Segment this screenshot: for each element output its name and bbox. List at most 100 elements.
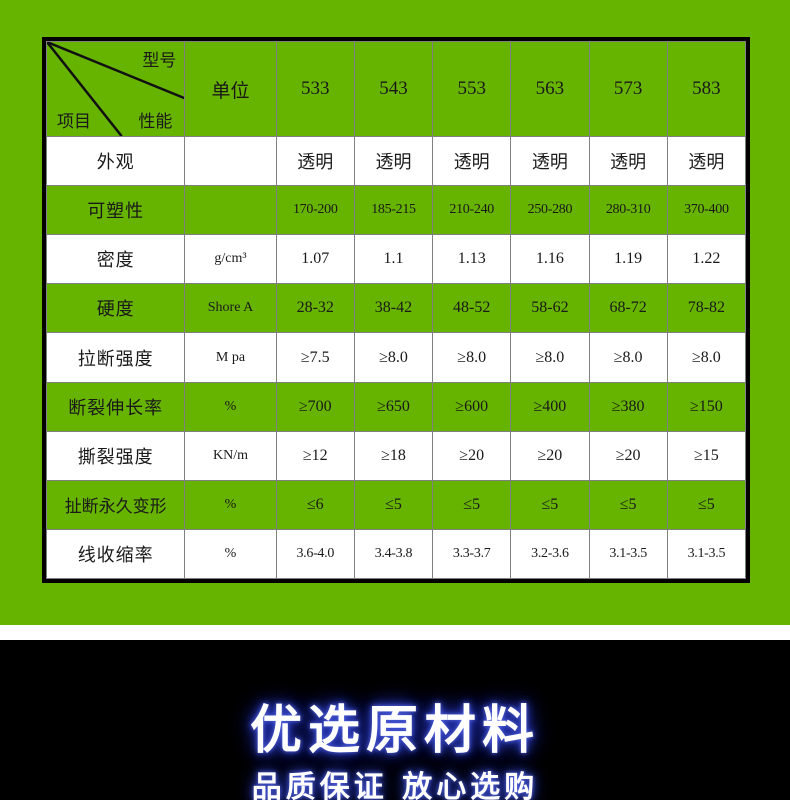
property-value-cell: 78-82 (666, 283, 747, 334)
banner-headline: 优选原材料 (249, 701, 540, 761)
property-name-cell: 硬度 (45, 283, 186, 334)
property-name-cell: 扯断永久变形 (45, 479, 186, 530)
property-value-cell: 3.2-3.6 (510, 528, 590, 580)
property-unit-cell: g/cm³ (184, 234, 277, 285)
black-banner-panel (0, 640, 790, 800)
property-unit-cell (184, 136, 277, 187)
property-value-cell: 1.07 (275, 234, 355, 285)
corner-split-lines-icon (47, 42, 184, 136)
property-value-cell: 3.6-4.0 (275, 528, 355, 580)
table-row: 线收缩率% 3.6-4.0 3.4-3.8 3.3-3.7 3.2-3.6 3.1-3.5… (45, 528, 747, 580)
table-row: 撕裂强度 KN/m ≥12 ≥18 ≥20 ≥20 ≥20 ≥15 (45, 430, 747, 481)
property-value-cell: ≥700 (275, 381, 355, 432)
property-value-cell: 370-400 (666, 185, 747, 236)
property-value-cell: 透明 (510, 136, 590, 187)
property-value-cell: ≥8.0 (353, 332, 434, 383)
property-value-cell: ≤5 (666, 479, 747, 530)
specification-table: 型号 性能 项目 单位 533 543 553 563 573 583 外观 透明 透明 透明 透明 透明 透明… (45, 40, 747, 580)
property-value-cell: 透明 (275, 136, 355, 187)
property-value-cell: ≥15 (666, 430, 747, 481)
property-value-cell: ≥20 (432, 430, 512, 481)
property-unit-cell (184, 185, 277, 236)
model-column-header: 533 (275, 40, 355, 138)
property-value-cell: 48-52 (432, 283, 512, 334)
table-header-row: 型号 性能 项目 单位 533 543 553 563 573 583 (45, 40, 747, 138)
table-row: 密度 g/cm³ 1.07 1.1 1.13 1.16 1.19 1.22 (45, 234, 747, 285)
property-value-cell: ≤6 (275, 479, 355, 530)
property-value-cell: ≥20 (510, 430, 590, 481)
model-column-header: 573 (588, 40, 668, 138)
property-value-cell: ≤5 (510, 479, 590, 530)
property-name-cell: 断裂伸长率 (45, 381, 186, 432)
property-value-cell: 28-32 (275, 283, 355, 334)
property-value-cell: 280-310 (588, 185, 668, 236)
property-name-cell: 拉断强度 (45, 332, 186, 383)
property-value-cell: ≥400 (510, 381, 590, 432)
property-value-cell: 3.4-3.8 (353, 528, 434, 580)
property-value-cell: ≥8.0 (588, 332, 668, 383)
property-value-cell: 1.22 (666, 234, 747, 285)
property-unit-cell: M pa (184, 332, 277, 383)
property-value-cell: ≥600 (432, 381, 512, 432)
property-unit-cell: KN/m (184, 430, 277, 481)
property-value-cell: ≥7.5 (275, 332, 355, 383)
property-name-cell: 线收缩率 (45, 528, 186, 580)
model-column-header: 543 (353, 40, 434, 138)
table-row: 拉断强度 M pa ≥7.5 ≥8.0 ≥8.0 ≥8.0 ≥8.0 ≥8.0 (45, 332, 747, 383)
property-value-cell: 185-215 (353, 185, 434, 236)
property-name-cell: 密度 (45, 234, 186, 285)
property-value-cell: 透明 (588, 136, 668, 187)
white-divider-band (0, 625, 790, 640)
corner-label-item: 项目 (57, 112, 91, 133)
banner-text-block: 优选原材料 品质保证 放心选购 (0, 700, 790, 800)
table-row: 硬度 Shore A 28-32 38-42 48-52 58-62 68-72 78-82 (45, 283, 747, 334)
property-value-cell: 68-72 (588, 283, 668, 334)
model-column-header: 583 (666, 40, 747, 138)
property-unit-cell: % (184, 479, 277, 530)
model-column-header: 553 (432, 40, 512, 138)
property-value-cell: 透明 (666, 136, 747, 187)
property-value-cell: 210-240 (432, 185, 512, 236)
property-value-cell: ≥8.0 (510, 332, 590, 383)
property-value-cell: 3.1-3.5 (666, 528, 747, 580)
banner-subheadline: 品质保证 放心选购 (251, 770, 539, 800)
property-value-cell: ≤5 (353, 479, 434, 530)
table-row: 断裂伸长率% ≥700 ≥650 ≥600 ≥400 ≥380 ≥150 (45, 381, 747, 432)
property-value-cell: 1.13 (432, 234, 512, 285)
table-row: 可塑性 170-200 185-215 210-240 250-280 280-310 37… (45, 185, 747, 236)
property-value-cell: ≥12 (275, 430, 355, 481)
property-value-cell: 38-42 (353, 283, 434, 334)
property-name-cell: 可塑性 (45, 185, 186, 236)
corner-label-performance: 性能 (138, 112, 173, 133)
property-value-cell: ≥18 (353, 430, 434, 481)
property-value-cell: ≥8.0 (666, 332, 747, 383)
property-value-cell: 透明 (353, 136, 434, 187)
property-value-cell: ≥20 (588, 430, 668, 481)
corner-header-cell: 型号性能 项目 (45, 40, 186, 138)
property-value-cell: ≥380 (588, 381, 668, 432)
property-name-cell: 撕裂强度 (45, 430, 186, 481)
property-value-cell: 250-280 (510, 185, 590, 236)
property-value-cell: ≥8.0 (432, 332, 512, 383)
property-value-cell: 58-62 (510, 283, 590, 334)
property-value-cell: 3.1-3.5 (588, 528, 668, 580)
property-value-cell: ≤5 (432, 479, 512, 530)
table-row: 外观 透明 透明 透明 透明 透明 透明 (45, 136, 747, 187)
property-value-cell: ≥150 (666, 381, 747, 432)
property-unit-cell: % (184, 528, 277, 580)
property-unit-cell: % (184, 381, 277, 432)
property-value-cell: ≤5 (588, 479, 668, 530)
property-value-cell: 1.19 (588, 234, 668, 285)
property-value-cell: 1.16 (510, 234, 590, 285)
unit-column-header: 单位 (184, 40, 277, 138)
property-value-cell: 1.1 (353, 234, 434, 285)
corner-label-model: 型号 (142, 51, 177, 71)
property-name-cell: 外观 (45, 136, 186, 187)
specification-table-body: 型号 性能 项目 单位 533 543 553 563 573 583 外观 透明 透明 透明 透明 透明 透明… (45, 40, 747, 580)
property-unit-cell: Shore A (184, 283, 277, 334)
table-row: 扯断永久变形% ≤6 ≤5 ≤5 ≤5 ≤5 ≤5 (45, 479, 747, 530)
property-value-cell: 3.3-3.7 (432, 528, 512, 580)
property-value-cell: 透明 (432, 136, 512, 187)
property-value-cell: ≥650 (353, 381, 434, 432)
